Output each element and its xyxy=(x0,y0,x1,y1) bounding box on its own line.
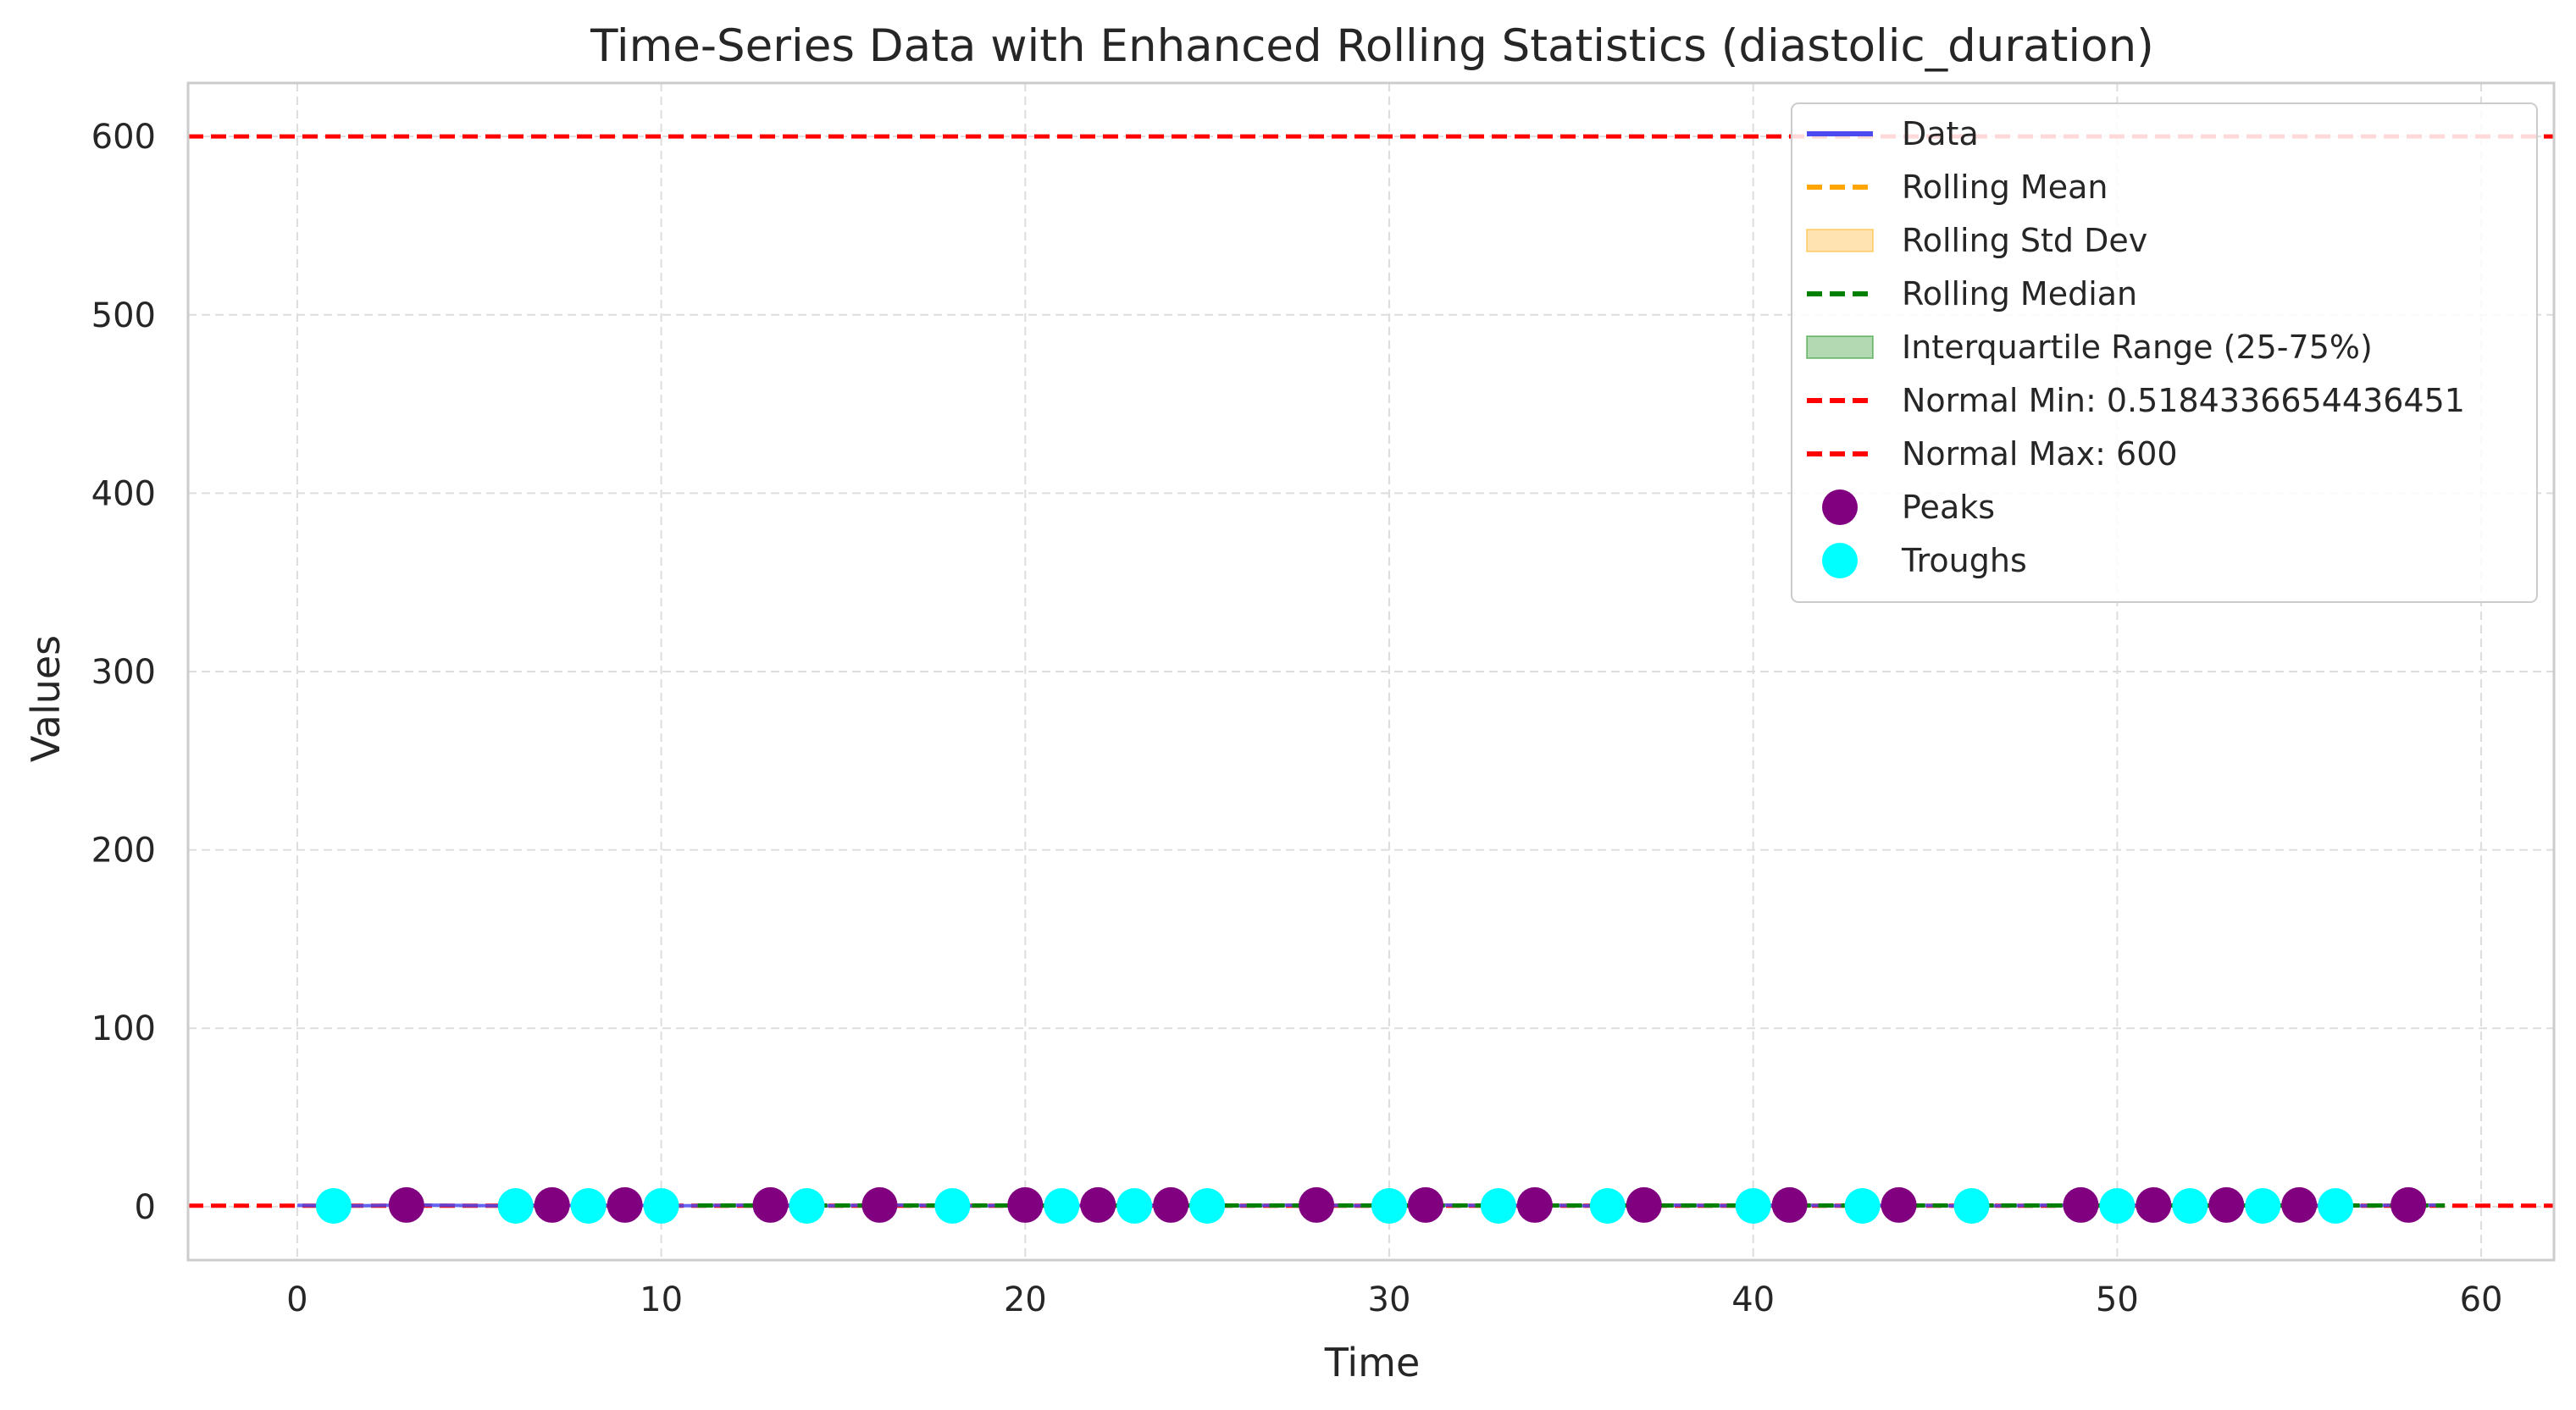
x-tick-label: 60 xyxy=(2460,1280,2503,1319)
peak-marker xyxy=(1881,1186,1917,1223)
trough-marker xyxy=(1480,1187,1516,1224)
legend-label: Troughs xyxy=(1901,542,2027,579)
x-tick-label: 40 xyxy=(1731,1280,1775,1319)
x-tick-label: 20 xyxy=(1004,1280,1047,1319)
trough-marker xyxy=(2172,1187,2208,1224)
legend-label: Interquartile Range (25-75%) xyxy=(1902,329,2373,366)
plot-frame xyxy=(186,81,2556,1262)
trough-marker xyxy=(789,1187,825,1224)
legend-handle-patch xyxy=(1806,229,1874,252)
peak-marker xyxy=(1771,1186,1808,1223)
chart-title: Time-Series Data with Enhanced Rolling S… xyxy=(590,20,2154,72)
trough-marker xyxy=(1953,1187,1990,1224)
y-tick-label: 300 xyxy=(91,653,156,692)
trough-marker xyxy=(1371,1187,1407,1224)
peak-marker xyxy=(607,1186,643,1223)
peak-marker xyxy=(1626,1186,1662,1223)
peak-marker xyxy=(388,1186,424,1223)
trough-marker xyxy=(643,1187,679,1224)
peak-marker xyxy=(2281,1186,2318,1223)
peak-marker xyxy=(1407,1186,1443,1223)
legend-label: Rolling Mean xyxy=(1902,169,2108,206)
legend-label: Rolling Median xyxy=(1902,275,2137,312)
peak-marker xyxy=(2208,1186,2245,1223)
x-tick-label: 0 xyxy=(286,1280,307,1319)
trough-marker xyxy=(2245,1187,2281,1224)
trough-marker xyxy=(497,1187,534,1224)
peak-marker xyxy=(752,1186,789,1223)
trough-marker xyxy=(1735,1187,1771,1224)
trough-marker xyxy=(2099,1187,2136,1224)
y-tick-label: 0 xyxy=(135,1188,156,1227)
trough-marker xyxy=(1844,1187,1881,1224)
peak-marker xyxy=(1080,1186,1116,1223)
peak-marker xyxy=(1007,1186,1044,1223)
trough-marker xyxy=(1189,1187,1226,1224)
peak-marker xyxy=(2390,1186,2427,1223)
trough-marker xyxy=(1116,1187,1153,1224)
legend-label: Data xyxy=(1902,115,1979,152)
x-tick-label: 10 xyxy=(640,1280,683,1319)
peak-marker xyxy=(861,1186,898,1223)
legend-label: Normal Min: 0.5184336654436451 xyxy=(1902,382,2465,419)
y-axis-title: Values xyxy=(23,635,69,762)
x-axis-title: Time xyxy=(1324,1340,1421,1385)
legend-handle-marker xyxy=(1822,489,1858,525)
legend-label: Rolling Std Dev xyxy=(1902,222,2147,259)
trough-marker xyxy=(1044,1187,1080,1224)
y-tick-label: 400 xyxy=(91,474,156,513)
trough-marker xyxy=(934,1187,971,1224)
x-tick-label: 30 xyxy=(1368,1280,1411,1319)
trough-marker xyxy=(570,1187,607,1224)
peak-marker xyxy=(534,1186,570,1223)
legend-label: Normal Max: 600 xyxy=(1902,435,2178,473)
trough-marker xyxy=(315,1187,352,1224)
peak-marker xyxy=(2063,1186,2099,1223)
legend-handle-patch xyxy=(1806,335,1874,359)
x-tick-label: 50 xyxy=(2096,1280,2139,1319)
legend-box xyxy=(1791,102,2538,603)
y-tick-label: 500 xyxy=(91,296,156,335)
peak-marker xyxy=(1153,1186,1189,1223)
trough-marker xyxy=(2318,1187,2354,1224)
y-tick-label: 600 xyxy=(91,118,156,157)
legend-handle-marker xyxy=(1822,543,1858,578)
peak-marker xyxy=(1299,1186,1335,1223)
legend: Data Rolling Mean Rolling Std Dev Rolling M… xyxy=(1791,102,2538,603)
peak-marker xyxy=(1516,1186,1553,1223)
y-tick-label: 200 xyxy=(91,832,156,871)
trough-marker xyxy=(1589,1187,1626,1224)
legend-label: Peaks xyxy=(1902,489,1995,526)
peak-marker xyxy=(2136,1186,2172,1223)
y-tick-label: 100 xyxy=(91,1009,156,1048)
